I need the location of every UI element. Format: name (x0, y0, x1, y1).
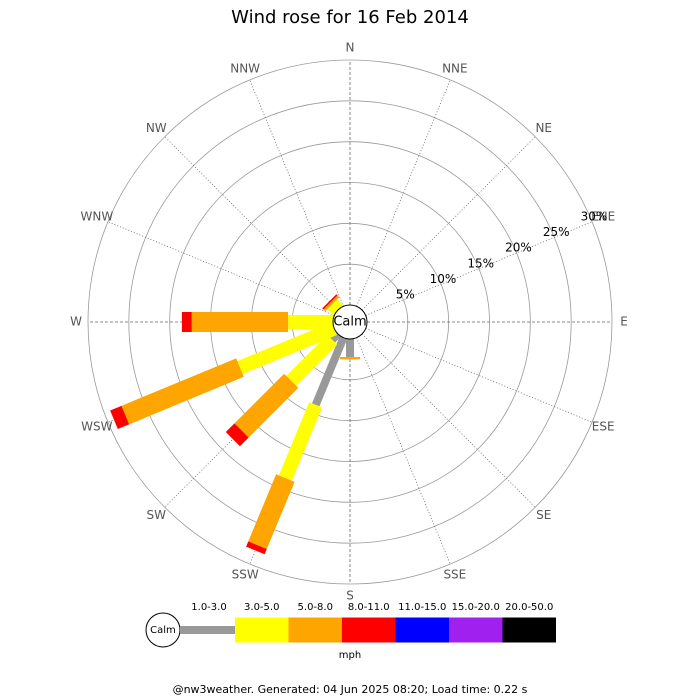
legend-label: 11.0-15.0 (398, 602, 446, 613)
r-tick-label: 25% (543, 225, 570, 239)
legend-label: 3.0-5.0 (244, 602, 279, 613)
calm-label: Calm (333, 315, 366, 330)
legend-calm-label: Calm (150, 625, 176, 636)
direction-line (361, 333, 536, 508)
bar-segment (323, 295, 340, 312)
bar-segment (234, 373, 299, 438)
bar-segment (110, 405, 130, 430)
legend-swatch (288, 617, 342, 643)
legend-swatch (502, 617, 556, 643)
direction-label: WNW (80, 210, 113, 224)
grid-ring (87, 59, 613, 585)
direction-line (107, 221, 335, 316)
direction-label: ESE (592, 419, 615, 433)
bar-segment (246, 541, 267, 555)
grid-ring (128, 100, 572, 544)
bar-segment (286, 334, 338, 386)
direction-label: W (70, 315, 82, 329)
bar-segment (311, 336, 348, 407)
legend-label: 5.0-8.0 (298, 602, 333, 613)
direction-label: NNE (442, 61, 468, 75)
r-tick-label: 30% (581, 209, 608, 223)
r-tick-label: 20% (505, 241, 532, 255)
legend-swatch (235, 617, 289, 643)
legend-unit: mph (339, 650, 361, 661)
direction-label: NW (146, 121, 167, 135)
bar-segment (278, 402, 323, 481)
direction-line (164, 333, 339, 508)
legend-swatch (180, 626, 235, 634)
footer: @nw3weather. Generated: 04 Jun 2025 08:2… (173, 683, 528, 696)
direction-line (356, 337, 451, 565)
direction-label: SSW (232, 568, 259, 582)
direction-label: E (620, 315, 628, 329)
grid: N NNE NE ENE E ESE SE SSE S SSW SW WSW W WNW NW NNW 5% 10… (70, 41, 628, 603)
direction-label: SSE (443, 568, 466, 582)
bar-segment (225, 423, 249, 447)
legend-label: 20.0-50.0 (505, 602, 553, 613)
direction-label: NNW (230, 61, 260, 75)
direction-line (356, 79, 451, 307)
calm-circle (332, 304, 368, 340)
direction-label: NE (535, 121, 552, 135)
legend-swatch (342, 617, 396, 643)
bar-segment (121, 358, 244, 425)
direction-label: SE (536, 508, 551, 522)
direction-line (361, 136, 536, 311)
grid-ring (169, 141, 531, 503)
chart-title: Wind rose for 16 Feb 2014 (231, 7, 469, 28)
legend-swatch (395, 617, 449, 643)
bar-segment (248, 474, 295, 550)
bar-segment (237, 322, 337, 375)
r-tick-label: 15% (467, 256, 494, 270)
direction-line (164, 136, 339, 311)
bar-segment (340, 356, 360, 360)
bar-segment (327, 299, 343, 315)
legend: Calm mph 1.0-3.0 3.0-5.0 5.0-8.0 8.0-11.0 11… (145, 602, 556, 661)
direction-line (365, 328, 593, 423)
direction-label: N (346, 41, 355, 55)
direction-label: WSW (81, 419, 112, 433)
direction-label: ENE (591, 210, 615, 224)
bar-segment (191, 312, 289, 332)
legend-label: 1.0-3.0 (191, 602, 226, 613)
direction-label: S (346, 589, 354, 603)
legend-swatch (449, 617, 503, 643)
bar-segment (288, 315, 333, 329)
direction-line (365, 221, 593, 316)
bars (110, 294, 370, 555)
direction-line (249, 79, 344, 307)
r-tick-label: 5% (396, 288, 415, 302)
bar-segment (322, 294, 338, 310)
bar-segment (346, 339, 354, 357)
legend-label: 15.0-20.0 (452, 602, 500, 613)
bar-segment (181, 312, 192, 332)
r-tick-label: 10% (430, 272, 457, 286)
direction-label: SW (147, 508, 167, 522)
legend-label: 8.0-11.0 (348, 602, 390, 613)
